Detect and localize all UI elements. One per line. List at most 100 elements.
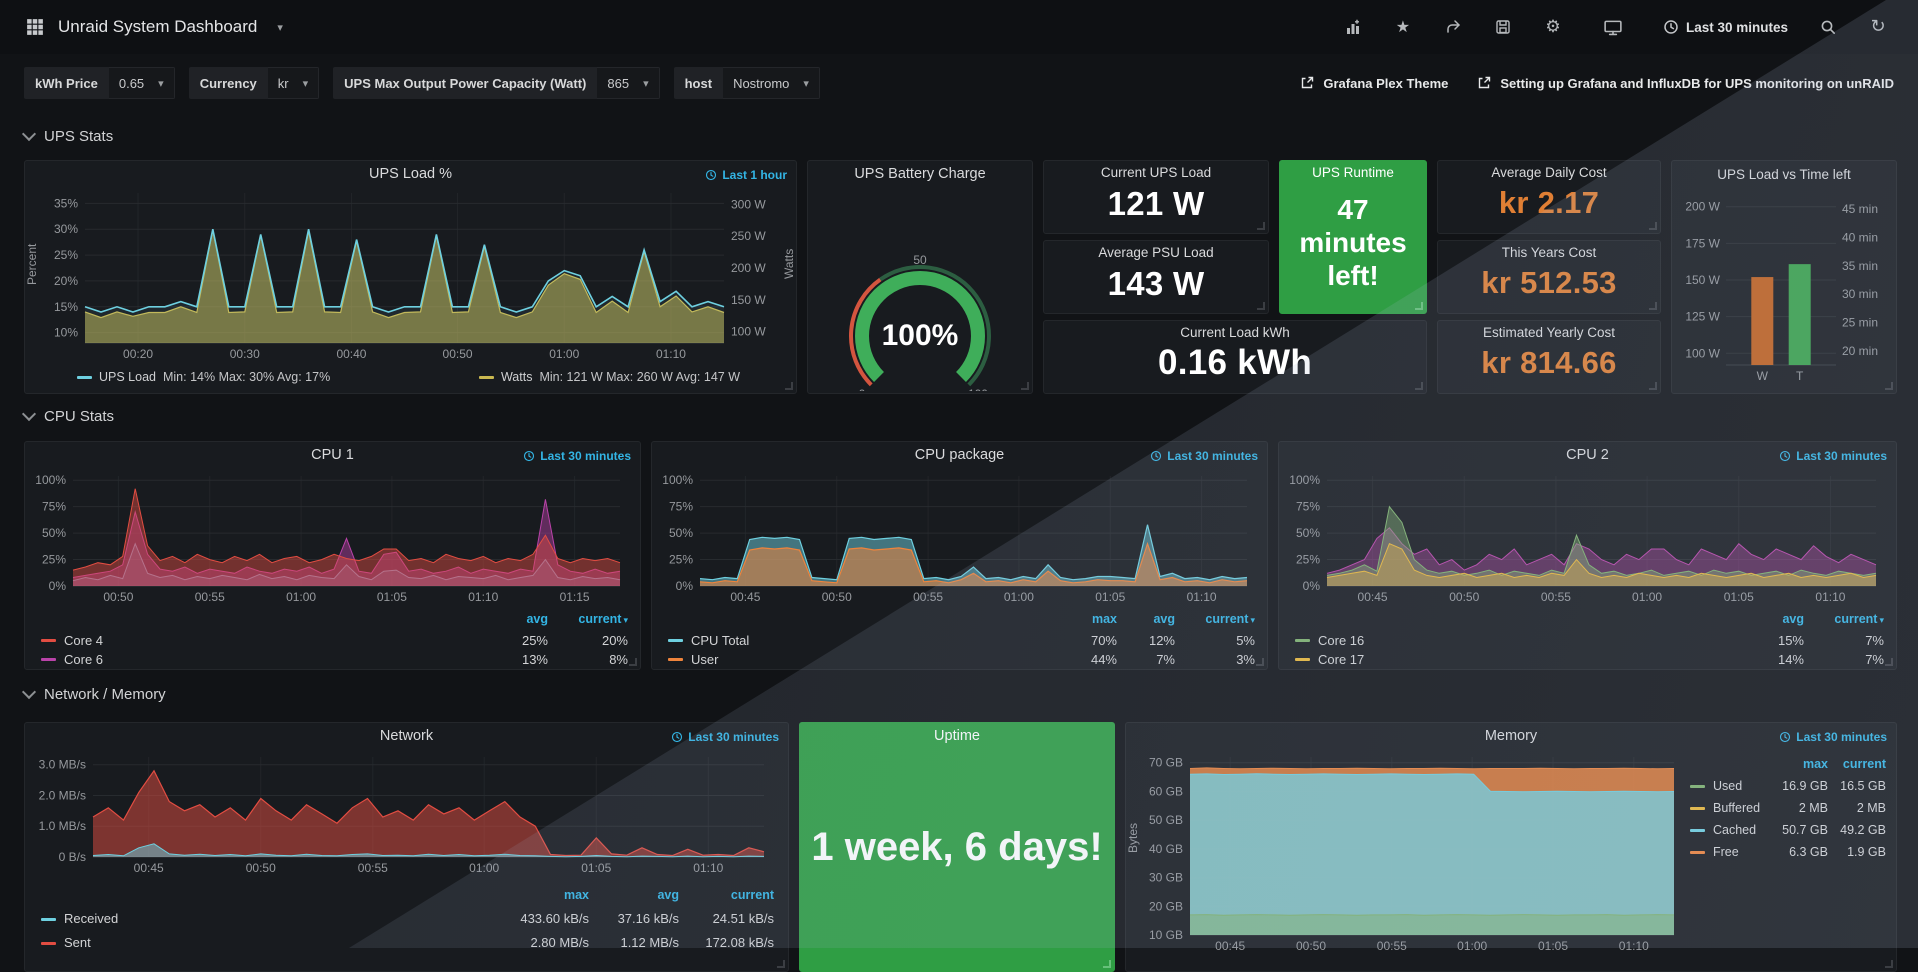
legend-value: 172.08 kB/s [705,935,774,950]
legend-series-toggle[interactable]: CPU Total [668,631,1053,650]
series-swatch [41,658,56,661]
variable-value-dropdown[interactable]: 865 ▾ [597,67,660,99]
svg-text:75%: 75% [1296,500,1320,514]
star-button[interactable]: ★ [1381,10,1425,44]
panel-title[interactable]: UPS Load % [368,166,453,182]
share-button[interactable] [1431,10,1475,44]
apps-grid-icon[interactable] [26,18,44,36]
variable-value-dropdown[interactable]: Nostromo ▾ [723,67,820,99]
load-vs-time-bar-chart[interactable]: 200 W 175 W 150 W 125 W 100 W 45 min 40 min 35 … [1678,187,1890,387]
refresh-button[interactable]: ↻ [1856,10,1900,44]
time-override-label: Last 1 hour [705,168,787,182]
memory-chart-plot[interactable]: 00:45 00:50 00:55 01:00 01:05 01:10 10 GB 20 GB… [1140,749,1684,955]
panel-title[interactable]: Average Daily Cost [1491,165,1607,180]
network-chart-plot[interactable]: 00:45 00:50 00:55 01:00 01:05 01:10 0 B/s 1.0 M… [31,749,778,877]
svg-text:20 GB: 20 GB [1149,899,1183,913]
legend-series-toggle[interactable]: Core 16 [1295,631,1740,650]
svg-text:01:05: 01:05 [581,861,611,875]
panel-title[interactable]: Average PSU Load [1098,245,1214,260]
cpu-package-chart-plot[interactable]: 00:45 00:50 00:55 01:00 01:05 01:10 0% 25% 50% 75… [658,468,1259,606]
legend-header[interactable]: current [1842,757,1886,771]
svg-text:75%: 75% [669,500,693,514]
legend-item[interactable]: UPS Load Min: 14% Max: 30% Avg: 17% [77,370,330,384]
panel-title[interactable]: CPU 1 [311,447,354,463]
svg-text:01:10: 01:10 [1619,939,1649,953]
variable-value-dropdown[interactable]: 0.65 ▾ [108,67,175,99]
cycle-view-button[interactable] [1591,10,1635,44]
panel-title[interactable]: Network [379,728,434,744]
legend-header[interactable]: max [1091,612,1117,626]
panel-title[interactable]: UPS Battery Charge [854,166,986,182]
row-header-network-memory[interactable]: Network / Memory [21,684,166,704]
svg-text:25%: 25% [1296,553,1320,567]
legend-series-toggle[interactable]: Used [1690,775,1770,797]
sort-caret-icon: ▾ [623,616,628,626]
page-title[interactable]: Unraid System Dashboard [58,17,258,36]
legend-series-toggle[interactable]: Cached [1690,819,1770,841]
svg-text:50%: 50% [42,526,66,540]
time-picker-button[interactable]: Last 30 minutes [1651,10,1800,44]
link-ups-monitoring-guide[interactable]: Setting up Grafana and InfluxDB for UPS … [1476,75,1894,91]
panel-title[interactable]: Current UPS Load [1100,165,1212,180]
panel-title[interactable]: Memory [1484,728,1538,744]
settings-button[interactable]: ⚙ [1531,10,1575,44]
sort-caret-icon: ▾ [1250,616,1255,626]
svg-text:01:10: 01:10 [693,861,723,875]
cpu-package-legend: max avg current ▾ CPU Total 70% 12% 5% Us… [668,610,1255,669]
panel-title[interactable]: UPS Load vs Time left [1717,167,1851,182]
legend-value: 37.16 kB/s [617,911,679,926]
panel-title[interactable]: Current Load kWh [1180,325,1290,340]
svg-text:00:50: 00:50 [1296,939,1326,953]
zoom-out-button[interactable] [1806,10,1850,44]
legend-header[interactable]: avg [1153,612,1175,626]
row-header-ups-stats[interactable]: UPS Stats [21,126,113,146]
legend-header[interactable]: max [563,888,589,902]
svg-text:75%: 75% [42,500,66,514]
legend-header[interactable]: avg [657,888,679,902]
cpu2-chart-plot[interactable]: 00:45 00:50 00:55 01:00 01:05 01:10 0% 25% 50% 75… [1285,468,1888,606]
legend-series-toggle[interactable]: Core 17 [1295,650,1740,669]
svg-text:00:30: 00:30 [230,347,260,361]
legend-item[interactable]: Watts Min: 121 W Max: 260 W Avg: 147 W [478,370,740,384]
star-icon: ★ [1395,17,1411,36]
panel-title[interactable]: Estimated Yearly Cost [1482,325,1616,340]
legend-header-sorted[interactable]: current ▾ [1205,612,1255,626]
legend-series-toggle[interactable]: Core 4 [41,631,484,650]
panel-title[interactable]: CPU 2 [1566,447,1609,463]
legend-series-toggle[interactable]: Core 6 [41,650,484,669]
legend-header[interactable]: max [1802,757,1828,771]
link-grafana-plex-theme[interactable]: Grafana Plex Theme [1299,75,1448,91]
legend-series-toggle[interactable]: Free [1690,841,1770,863]
legend-header[interactable]: current [730,888,774,902]
variable-value-dropdown[interactable]: kr ▾ [267,67,320,99]
gauge-value: 100% [881,319,959,352]
memory-legend: max current Used 16.9 GB 16.5 GB Buffere… [1690,753,1886,863]
dashboard-title-menu[interactable]: Unraid System Dashboard ▾ [26,17,283,37]
panel-title[interactable]: This Years Cost [1501,245,1597,260]
battery-gauge[interactable]: 0 50 100 [816,187,1024,401]
panel-title[interactable]: CPU package [914,447,1005,463]
row-header-cpu-stats[interactable]: CPU Stats [21,406,114,426]
legend-series-toggle[interactable]: Buffered [1690,797,1770,819]
variable-kwh-price: kWh Price 0.65 ▾ [24,67,175,99]
save-button[interactable] [1481,10,1525,44]
legend-header-sorted[interactable]: current ▾ [1834,612,1884,626]
caret-down-icon: ▾ [302,76,309,90]
ups-load-chart-plot[interactable]: 00:20 00:30 00:40 00:50 01:00 01:10 10% 15% 20% 2… [39,185,782,363]
legend-header-sorted[interactable]: current ▾ [578,612,628,626]
legend-series-toggle[interactable]: User [668,650,1053,669]
svg-text:200 W: 200 W [731,261,766,275]
series-swatch [1295,639,1310,642]
legend-series-toggle[interactable]: Sent [41,931,494,955]
dashboard-links: Grafana Plex Theme Setting up Grafana an… [1299,75,1894,91]
external-link-icon [1476,75,1492,91]
panel-current-load-kwh: Current Load kWh 0.16 kWh [1043,320,1427,394]
panel-title[interactable]: Uptime [934,728,980,744]
legend-series-toggle[interactable]: Received [41,907,494,931]
panel-title[interactable]: UPS Runtime [1312,165,1394,180]
legend-header[interactable]: avg [1782,612,1804,626]
monitor-icon [1604,18,1622,36]
legend-header[interactable]: avg [526,612,548,626]
add-panel-button[interactable] [1331,10,1375,44]
cpu1-chart-plot[interactable]: 00:50 00:55 01:00 01:05 01:10 01:15 0% 25% 50% 75… [31,468,632,606]
